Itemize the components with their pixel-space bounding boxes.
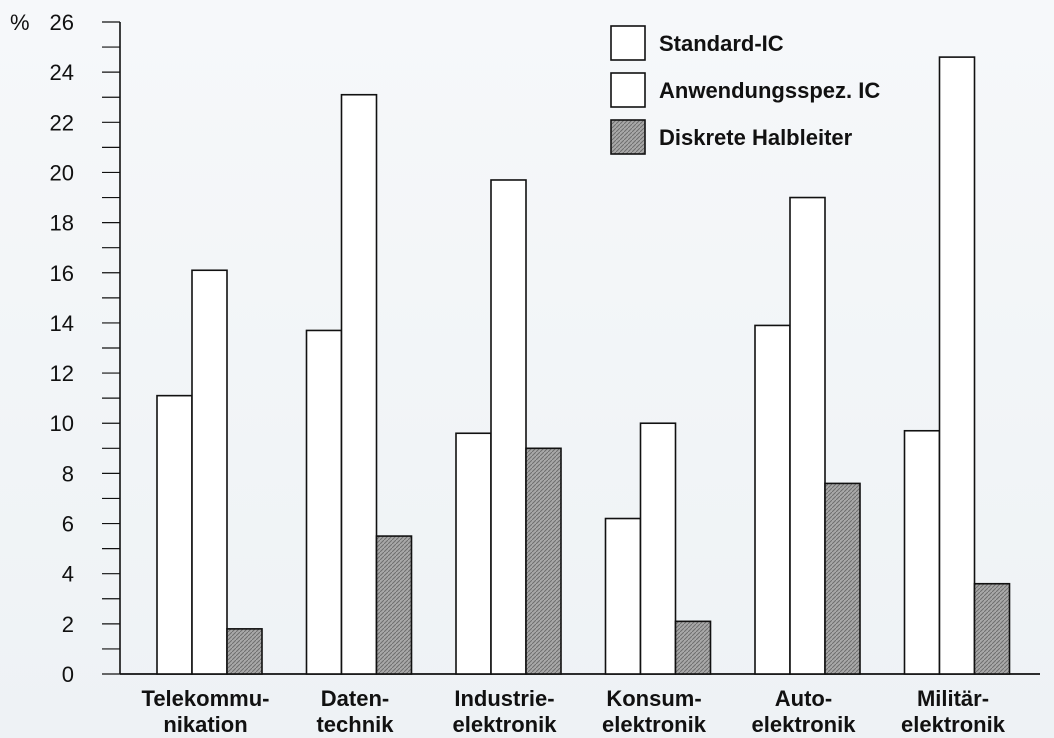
y-tick-label: 8 — [62, 461, 74, 486]
bar-diskrete-halbleiter — [226, 628, 263, 675]
bar-diskrete-halbleiter — [973, 582, 1011, 675]
x-category-label: Daten-technik — [316, 686, 394, 737]
bar-standard-ic — [156, 394, 193, 675]
bar-standard-ic — [305, 329, 343, 675]
legend-swatch — [610, 25, 646, 61]
y-tick-label: 26 — [50, 10, 74, 35]
bar-diskrete-halbleiter — [824, 482, 861, 675]
y-unit-label: % — [10, 10, 30, 35]
category-labels: Telekommu-nikation Daten-technik Industrie… — [142, 686, 1006, 737]
bar-standard-ic — [604, 517, 642, 675]
y-tick-label: 6 — [62, 512, 74, 537]
bar-anwendungsspez-ic — [340, 93, 378, 675]
x-category-label: Militär-elektronik — [901, 686, 1006, 737]
x-category-label: Konsum-elektronik — [602, 686, 707, 737]
y-tick-label: 24 — [50, 60, 74, 85]
legend: Standard-IC Anwendungsspez. IC Diskrete Ha… — [610, 25, 880, 155]
x-category-label: Telekommu-nikation — [142, 686, 270, 737]
legend-swatch — [610, 119, 646, 155]
y-tick-label: 4 — [62, 562, 74, 587]
bar-standard-ic — [903, 429, 941, 675]
bar-anwendungsspez-ic — [789, 196, 826, 675]
y-tick-label: 16 — [50, 261, 74, 286]
legend-swatch — [610, 72, 646, 108]
bar-diskrete-halbleiter — [525, 447, 562, 675]
legend-label: Diskrete Halbleiter — [659, 125, 853, 150]
bar-anwendungsspez-ic — [938, 56, 976, 675]
x-category-label: Industrie-elektronik — [453, 686, 558, 737]
bar-anwendungsspez-ic — [191, 269, 228, 675]
y-tick-label: 14 — [50, 311, 74, 336]
bar-standard-ic — [754, 324, 791, 675]
bars — [156, 56, 1011, 675]
y-tick-label: 20 — [50, 160, 74, 185]
y-tick-label: 18 — [50, 211, 74, 236]
y-tick-label: 22 — [50, 110, 74, 135]
bar-diskrete-halbleiter — [674, 620, 712, 675]
legend-label: Standard-IC — [659, 31, 784, 56]
y-tick-label: 12 — [50, 361, 74, 386]
legend-label: Anwendungsspez. IC — [659, 78, 880, 103]
y-tick-label: 2 — [62, 612, 74, 637]
y-tick-label: 0 — [62, 662, 74, 687]
x-category-label: Auto-elektronik — [752, 686, 857, 737]
bar-anwendungsspez-ic — [639, 422, 677, 675]
y-tick-label: 10 — [50, 411, 74, 436]
bar-standard-ic — [455, 432, 492, 675]
bar-anwendungsspez-ic — [490, 179, 527, 675]
bar-diskrete-halbleiter — [375, 535, 413, 675]
